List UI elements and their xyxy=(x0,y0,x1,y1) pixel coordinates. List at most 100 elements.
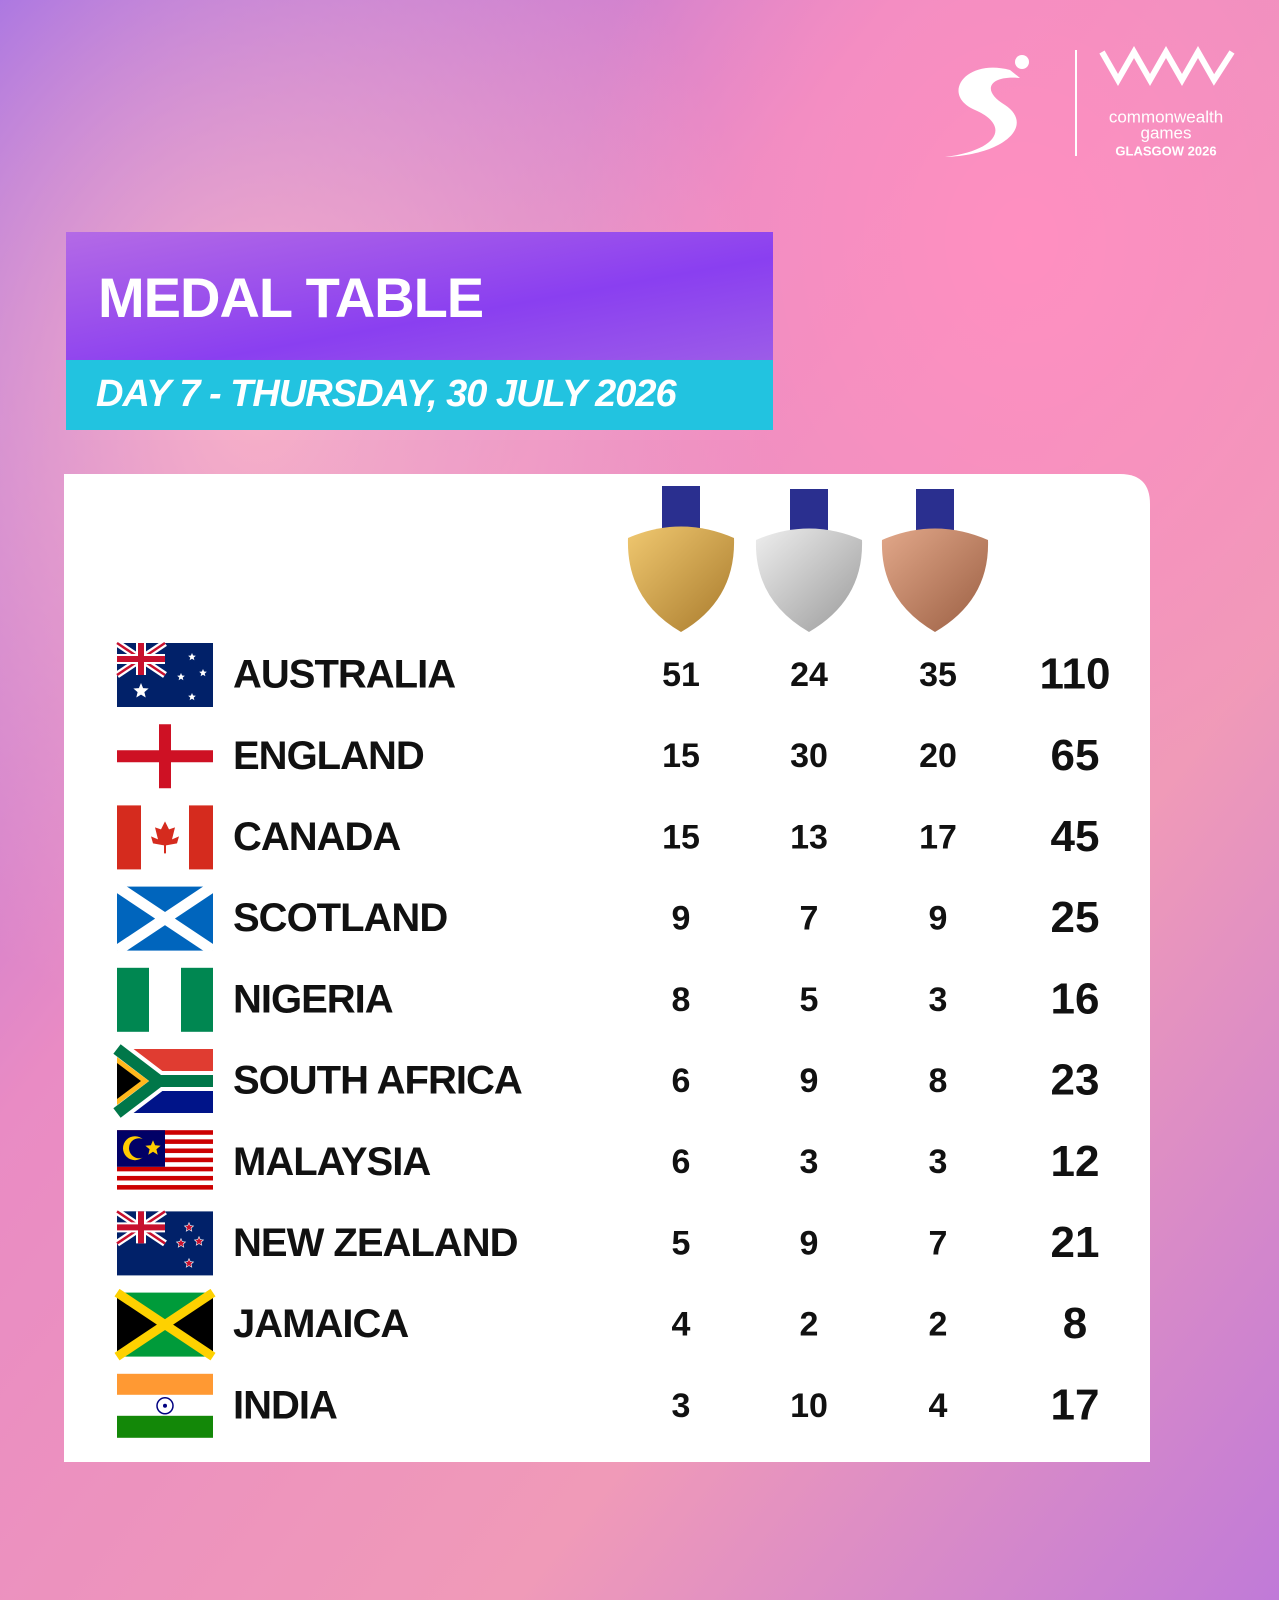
total-count: 21 xyxy=(1051,1218,1100,1267)
flag-part xyxy=(181,967,213,1032)
flag-part xyxy=(117,1211,165,1244)
country-name: SOUTH AFRICA xyxy=(233,1059,522,1103)
bronze-count: 8 xyxy=(929,1062,948,1100)
silver-count: 7 xyxy=(800,900,819,938)
gold-count: 8 xyxy=(672,981,691,1019)
medal xyxy=(755,528,863,632)
gold-medal-icon xyxy=(627,486,735,632)
gold-count: 6 xyxy=(672,1143,691,1181)
silver-count: 2 xyxy=(800,1306,819,1344)
flag-part xyxy=(117,1166,213,1172)
table-row: SOUTH AFRICA 6 9 8 23 xyxy=(110,1041,1100,1121)
ribbon xyxy=(662,486,700,530)
bronze-medal-icon xyxy=(881,489,989,632)
flag-part xyxy=(156,1397,174,1415)
gold-count: 51 xyxy=(662,656,700,694)
flag-part xyxy=(117,1063,141,1099)
gold-count: 6 xyxy=(672,1062,691,1100)
medal xyxy=(881,528,989,632)
total-count: 12 xyxy=(1051,1137,1100,1186)
bronze-count: 4 xyxy=(929,1387,948,1425)
table-row: ENGLAND 15 30 20 65 xyxy=(117,724,1100,789)
table-row: CANADA 15 13 17 45 xyxy=(117,805,1100,870)
silver-count: 9 xyxy=(800,1224,819,1262)
silver-count: 10 xyxy=(790,1387,828,1425)
flag-part xyxy=(117,724,213,789)
flag-star xyxy=(185,1259,193,1267)
flag-part xyxy=(117,643,165,675)
table-row: SCOTLAND 9 7 9 25 xyxy=(113,882,1100,956)
table-row: NEW ZEALAND 5 9 7 21 xyxy=(115,1208,1100,1276)
flag-star xyxy=(188,653,196,661)
subtitle: DAY 7 - THURSDAY, 30 JULY 2026 xyxy=(96,373,678,415)
flag-part xyxy=(129,1138,149,1159)
country-flag xyxy=(115,640,213,707)
bronze-count: 9 xyxy=(929,900,948,938)
total-count: 16 xyxy=(1051,974,1100,1023)
flag-part xyxy=(117,1175,213,1181)
silver-count: 3 xyxy=(800,1143,819,1181)
broadcaster-logo xyxy=(945,67,1020,157)
country-flag xyxy=(115,1208,213,1276)
flag-star xyxy=(195,1237,203,1245)
total-count: 65 xyxy=(1051,731,1100,780)
silver-count: 5 xyxy=(800,981,819,1019)
country-flag xyxy=(114,1288,216,1361)
flag-part xyxy=(151,821,179,854)
broadcaster-logo-dot xyxy=(1015,55,1029,69)
country-name: MALAYSIA xyxy=(233,1140,430,1184)
flag-part xyxy=(113,1044,213,1118)
bronze-count: 3 xyxy=(929,981,948,1019)
country-flag xyxy=(117,1373,213,1438)
gold-count: 15 xyxy=(662,737,700,775)
total-count: 110 xyxy=(1040,650,1111,699)
country-flag xyxy=(113,882,217,956)
flag-part xyxy=(117,967,149,1032)
ribbon xyxy=(916,489,954,533)
country-flag xyxy=(117,724,213,789)
silver-medal-icon xyxy=(755,489,863,632)
country-name: SCOTLAND xyxy=(233,896,447,940)
country-flag xyxy=(117,1130,213,1195)
total-count: 25 xyxy=(1051,893,1100,942)
silver-count: 24 xyxy=(790,656,828,694)
country-flag xyxy=(117,805,213,870)
games-logo-mark xyxy=(1099,45,1235,87)
flag-part xyxy=(114,1288,216,1361)
flag-star xyxy=(133,683,149,698)
logo-text: commonwealth xyxy=(1109,107,1223,126)
total-count: 45 xyxy=(1051,812,1100,861)
bronze-count: 3 xyxy=(929,1143,948,1181)
table-row: AUSTRALIA 51 24 35 110 xyxy=(115,640,1111,707)
bronze-count: 17 xyxy=(919,818,957,856)
table-row: MALAYSIA 6 3 3 12 xyxy=(117,1130,1100,1195)
flag-part xyxy=(117,1415,213,1438)
total-count: 23 xyxy=(1051,1056,1100,1105)
silver-count: 30 xyxy=(790,737,828,775)
gold-count: 15 xyxy=(662,818,700,856)
silver-count: 9 xyxy=(800,1062,819,1100)
total-count: 8 xyxy=(1063,1299,1087,1348)
flag-part xyxy=(113,882,217,956)
country-flag xyxy=(110,1041,213,1121)
table-row: INDIA 3 10 4 17 xyxy=(117,1373,1100,1438)
ribbon xyxy=(790,489,828,533)
country-name: JAMAICA xyxy=(233,1302,408,1346)
gold-count: 4 xyxy=(672,1306,691,1344)
gold-count: 3 xyxy=(672,1387,691,1425)
country-name: ENGLAND xyxy=(233,734,424,778)
flag-star xyxy=(177,673,185,681)
gold-count: 9 xyxy=(672,900,691,938)
silver-count: 13 xyxy=(790,818,828,856)
bronze-count: 7 xyxy=(929,1224,948,1262)
title: MEDAL TABLE xyxy=(98,266,483,329)
flag-part xyxy=(117,805,141,870)
table-card xyxy=(64,474,1150,1462)
gold-count: 5 xyxy=(672,1224,691,1262)
country-name: AUSTRALIA xyxy=(233,653,455,697)
flag-part xyxy=(189,805,213,870)
total-count: 17 xyxy=(1051,1380,1100,1429)
